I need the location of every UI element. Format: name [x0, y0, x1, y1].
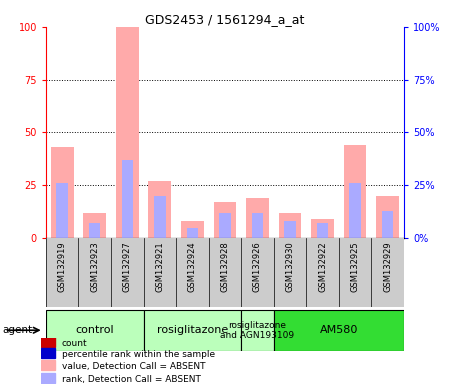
- Text: GSM132927: GSM132927: [123, 242, 132, 292]
- Text: count: count: [62, 339, 87, 348]
- Bar: [89, 223, 101, 238]
- Text: GSM132923: GSM132923: [90, 242, 99, 292]
- Text: rank, Detection Call = ABSENT: rank, Detection Call = ABSENT: [62, 374, 201, 384]
- Text: rosiglitazone: rosiglitazone: [157, 325, 228, 335]
- Bar: [46, 238, 404, 307]
- Bar: [41, 372, 56, 383]
- Bar: [252, 213, 263, 238]
- Bar: [382, 210, 393, 238]
- Bar: [41, 348, 56, 358]
- Text: percentile rank within the sample: percentile rank within the sample: [62, 350, 215, 359]
- Text: GSM132928: GSM132928: [220, 242, 230, 292]
- Bar: [41, 337, 56, 347]
- Bar: [84, 213, 106, 238]
- Bar: [41, 360, 56, 370]
- Bar: [241, 310, 274, 351]
- Bar: [349, 183, 361, 238]
- Text: GSM132925: GSM132925: [351, 242, 359, 292]
- Bar: [376, 196, 399, 238]
- Bar: [154, 196, 166, 238]
- Bar: [274, 310, 404, 351]
- Text: value, Detection Call = ABSENT: value, Detection Call = ABSENT: [62, 362, 205, 371]
- Bar: [144, 310, 241, 351]
- Bar: [122, 160, 133, 238]
- Bar: [213, 202, 236, 238]
- Title: GDS2453 / 1561294_a_at: GDS2453 / 1561294_a_at: [145, 13, 305, 26]
- Bar: [279, 213, 302, 238]
- Bar: [187, 227, 198, 238]
- Text: GSM132924: GSM132924: [188, 242, 197, 292]
- Text: GSM132921: GSM132921: [155, 242, 164, 292]
- Text: GSM132930: GSM132930: [285, 242, 295, 292]
- Bar: [219, 213, 230, 238]
- Bar: [311, 219, 334, 238]
- Bar: [181, 221, 204, 238]
- Text: control: control: [75, 325, 114, 335]
- Text: AM580: AM580: [319, 325, 358, 335]
- Text: GSM132926: GSM132926: [253, 242, 262, 292]
- Text: agent: agent: [2, 325, 33, 335]
- Text: rosiglitazone
and AGN193109: rosiglitazone and AGN193109: [220, 321, 295, 340]
- Bar: [116, 27, 139, 238]
- Text: GSM132922: GSM132922: [318, 242, 327, 292]
- Text: GSM132919: GSM132919: [58, 242, 67, 292]
- Bar: [246, 198, 269, 238]
- Bar: [284, 221, 296, 238]
- Bar: [317, 223, 328, 238]
- Bar: [344, 145, 366, 238]
- Text: GSM132929: GSM132929: [383, 242, 392, 292]
- Bar: [46, 310, 144, 351]
- Bar: [148, 181, 171, 238]
- Bar: [56, 183, 68, 238]
- Bar: [51, 147, 73, 238]
